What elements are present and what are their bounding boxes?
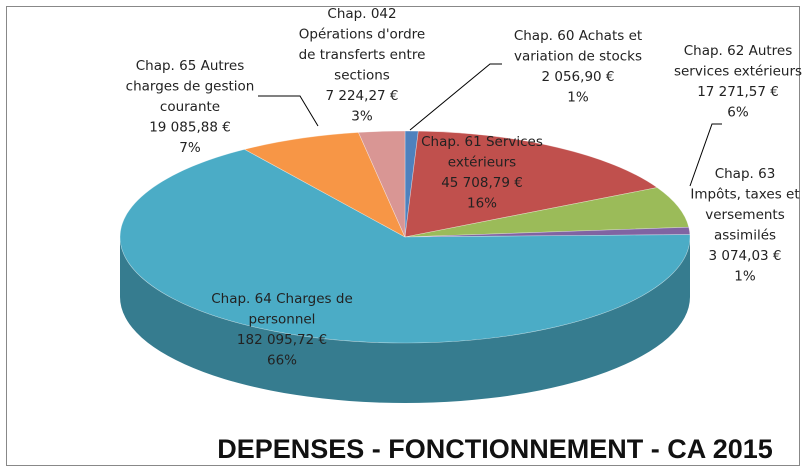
- label-line: variation de stocks: [514, 49, 642, 65]
- labels: Chap. 60 Achats et variation de stocks 2 0…: [126, 6, 802, 369]
- value-label: 2 056,90 €: [542, 69, 615, 85]
- value-label: 19 085,88 €: [149, 120, 231, 136]
- value-label: 7 224,27 €: [326, 88, 399, 104]
- label-line: Opérations d'ordre: [299, 27, 426, 43]
- label-line: Chap. 65 Autres: [136, 58, 245, 74]
- slice-side: [120, 237, 690, 403]
- label-line: Chap. 61 Services: [421, 134, 543, 150]
- label-line: Chap. 60 Achats et: [514, 28, 642, 44]
- label-line: versements: [705, 207, 785, 223]
- category-label: Chap. 61 Services extérieurs: [421, 134, 543, 171]
- label-line: sections: [334, 68, 390, 84]
- label-line: Impôts, taxes et: [690, 187, 799, 203]
- percent-label: 16%: [467, 196, 497, 212]
- leader-line: [258, 95, 319, 127]
- percent-label: 3%: [351, 109, 373, 125]
- label-line: courante: [160, 99, 220, 115]
- leader-lines: [258, 63, 722, 187]
- label-line: assimilés: [714, 228, 776, 244]
- percent-label: 7%: [179, 140, 201, 156]
- value-label: 182 095,72 €: [237, 332, 327, 348]
- percent-label: 66%: [267, 353, 297, 369]
- category-label: Chap. 64 Charges de personnel: [211, 291, 353, 328]
- pie: [119, 130, 691, 403]
- value-label: 17 271,57 €: [697, 84, 779, 100]
- label-line: Chap. 63: [715, 166, 776, 182]
- slice: [119, 149, 691, 344]
- percent-label: 6%: [727, 105, 749, 121]
- slice: [357, 130, 406, 238]
- category-label: Chap. 62 Autres services extérieurs: [674, 43, 802, 80]
- label-line: Chap. 64 Charges de: [211, 291, 353, 307]
- slice: [243, 132, 406, 238]
- label-line: Chap. 042: [327, 6, 396, 22]
- percent-label: 1%: [567, 90, 589, 106]
- label-line: charges de gestion: [126, 79, 255, 95]
- value-label: 3 074,03 €: [709, 248, 782, 264]
- leader-line: [409, 63, 502, 131]
- leader-line: [689, 123, 722, 187]
- value-label: 45 708,79 €: [441, 175, 523, 191]
- label-line: personnel: [249, 312, 316, 328]
- category-label: Chap. 60 Achats et variation de stocks: [514, 28, 642, 65]
- chart-title: DEPENSES - FONCTIONNEMENT - CA 2015: [217, 434, 773, 464]
- category-label: Chap. 042 Opérations d'ordre de transferts…: [299, 6, 426, 84]
- category-label: Chap. 63 Impôts, taxes et versements assimi…: [690, 166, 799, 244]
- label-line: extérieurs: [448, 155, 516, 171]
- label-line: services extérieurs: [674, 64, 802, 80]
- label-line: Chap. 62 Autres: [684, 43, 793, 59]
- slice: [404, 130, 658, 238]
- label-line: de transferts entre: [299, 47, 426, 63]
- category-label: Chap. 65 Autres charges de gestion courant…: [126, 58, 255, 115]
- percent-label: 1%: [734, 269, 756, 285]
